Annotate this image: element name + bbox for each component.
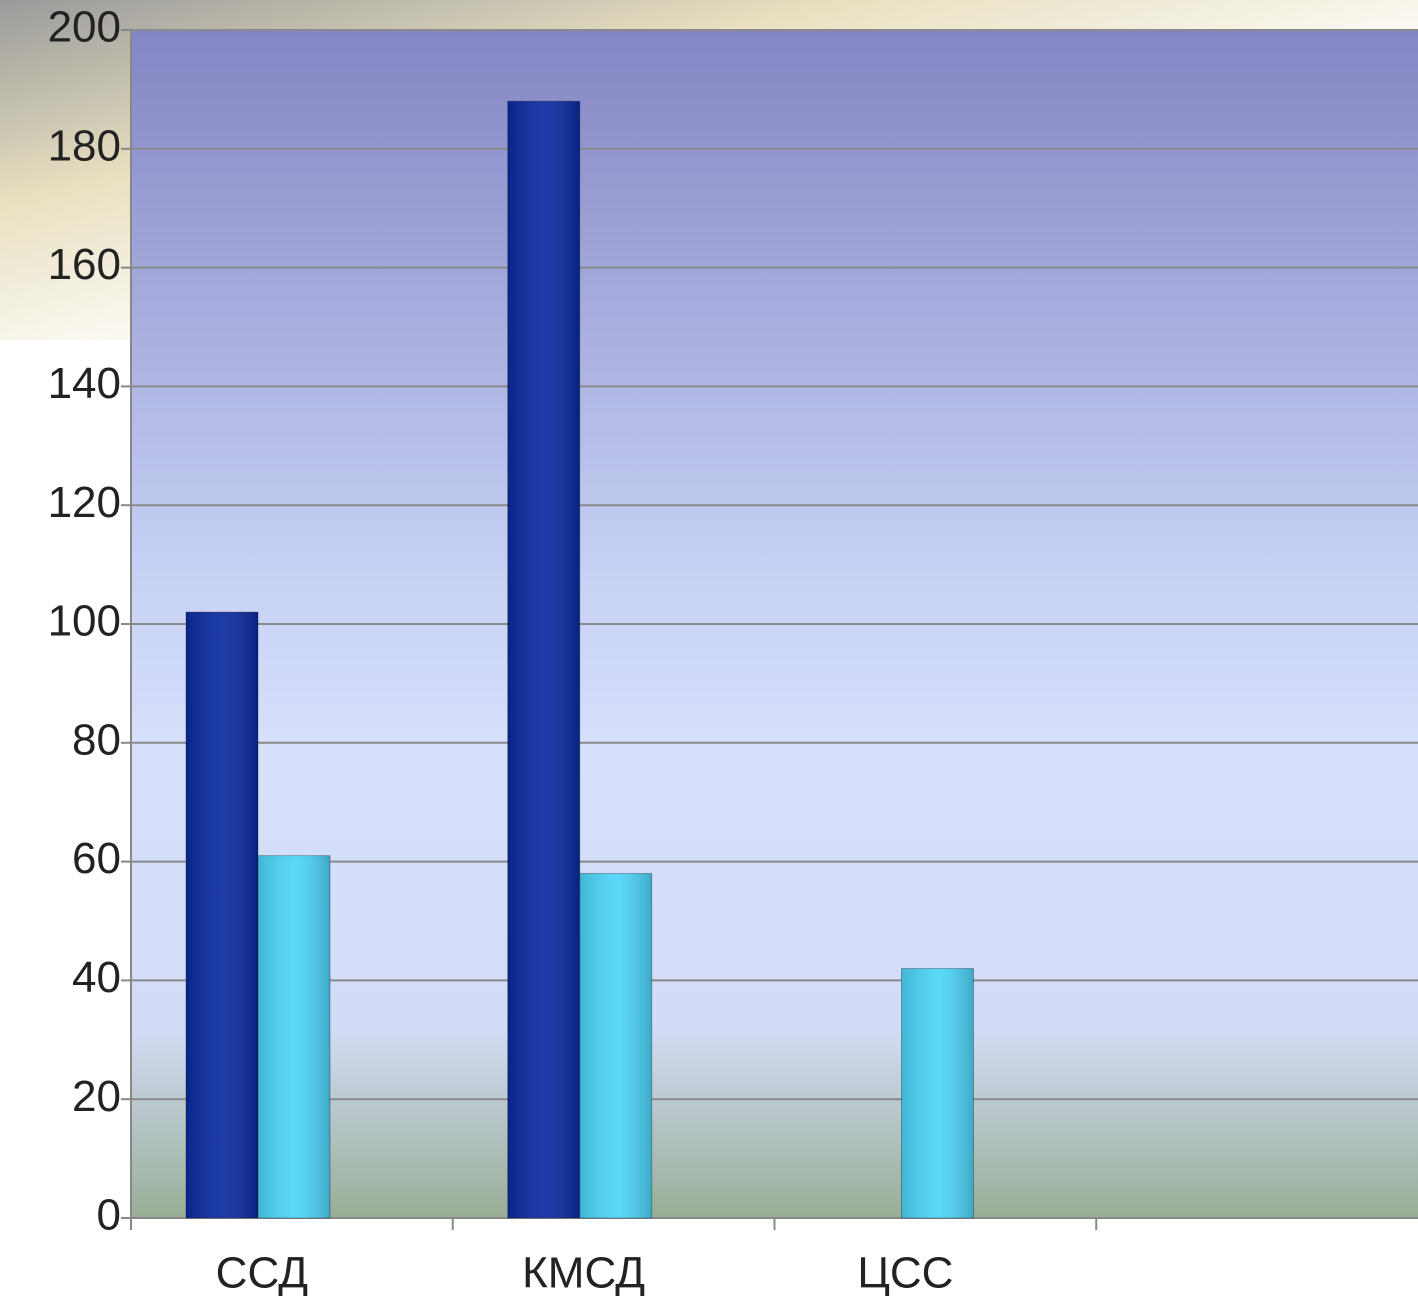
x-tick-label: КМСД: [522, 1249, 645, 1298]
y-tick-label: 160: [48, 240, 121, 289]
y-tick-label: 80: [72, 715, 121, 764]
y-tick-label: 40: [72, 953, 121, 1002]
y-tick-label: 200: [48, 3, 121, 52]
y-tick-label: 0: [97, 1191, 121, 1240]
x-tick-label: ЦСС: [857, 1249, 953, 1298]
bar: [901, 968, 974, 1219]
y-tick-label: 140: [48, 359, 121, 408]
y-tick-label: 120: [48, 478, 121, 527]
y-tick-label: 20: [72, 1072, 121, 1121]
y-tick-label: 100: [48, 597, 121, 646]
y-tick-label: 180: [48, 121, 121, 170]
bar: [579, 872, 653, 1219]
bar: [507, 100, 581, 1219]
bar: [257, 855, 331, 1219]
x-tick-label: ССД: [216, 1249, 308, 1298]
bar: [185, 611, 259, 1219]
y-tick-label: 60: [72, 834, 121, 883]
